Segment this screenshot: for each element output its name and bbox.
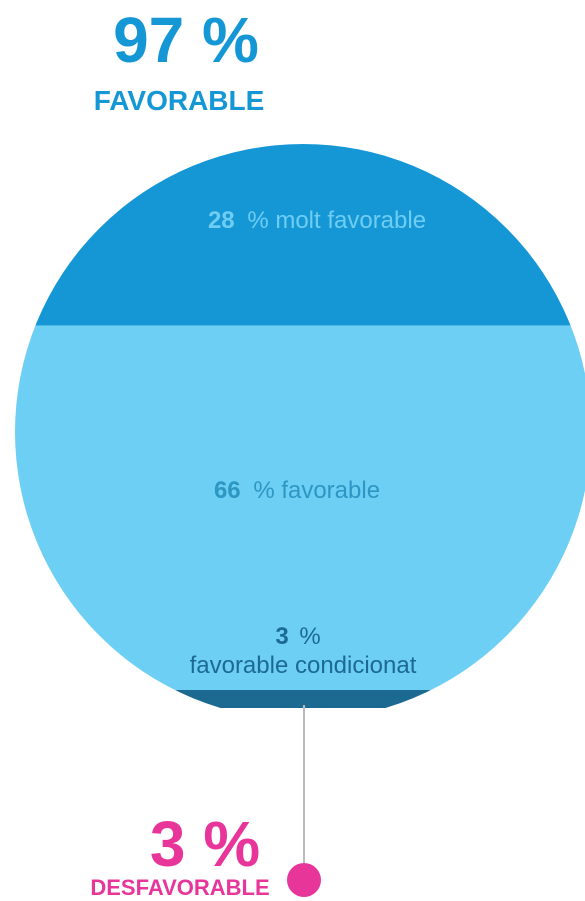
slice-label-condicionat-line2: favorable condicionat <box>190 652 417 679</box>
unfavorable-dot <box>287 863 321 897</box>
slice-favorable <box>15 325 585 690</box>
slice-label-favorable: 66 % favorable <box>214 477 380 504</box>
slice-favorable-condicionat <box>15 690 585 708</box>
favorable-percentage: 97 % <box>113 4 259 76</box>
slice-text-molt-favorable: % molt favorable <box>247 207 426 234</box>
unfavorable-percentage: 3 % <box>150 808 260 880</box>
slice-text-favorable: % favorable <box>253 477 380 504</box>
slice-unit-condicionat: % <box>299 623 320 650</box>
slice-value-molt-favorable: 28 <box>208 207 235 234</box>
slice-label-condicionat-line1: 3 % <box>275 623 320 650</box>
slice-molt-favorable <box>15 144 585 326</box>
slice-value-favorable: 66 <box>214 477 241 504</box>
favorable-label: FAVORABLE <box>94 85 265 116</box>
unfavorable-label: DESFAVORABLE <box>90 875 269 900</box>
slice-label-molt-favorable: 28 % molt favorable <box>208 207 426 234</box>
slice-value-condicionat: 3 <box>275 623 288 650</box>
